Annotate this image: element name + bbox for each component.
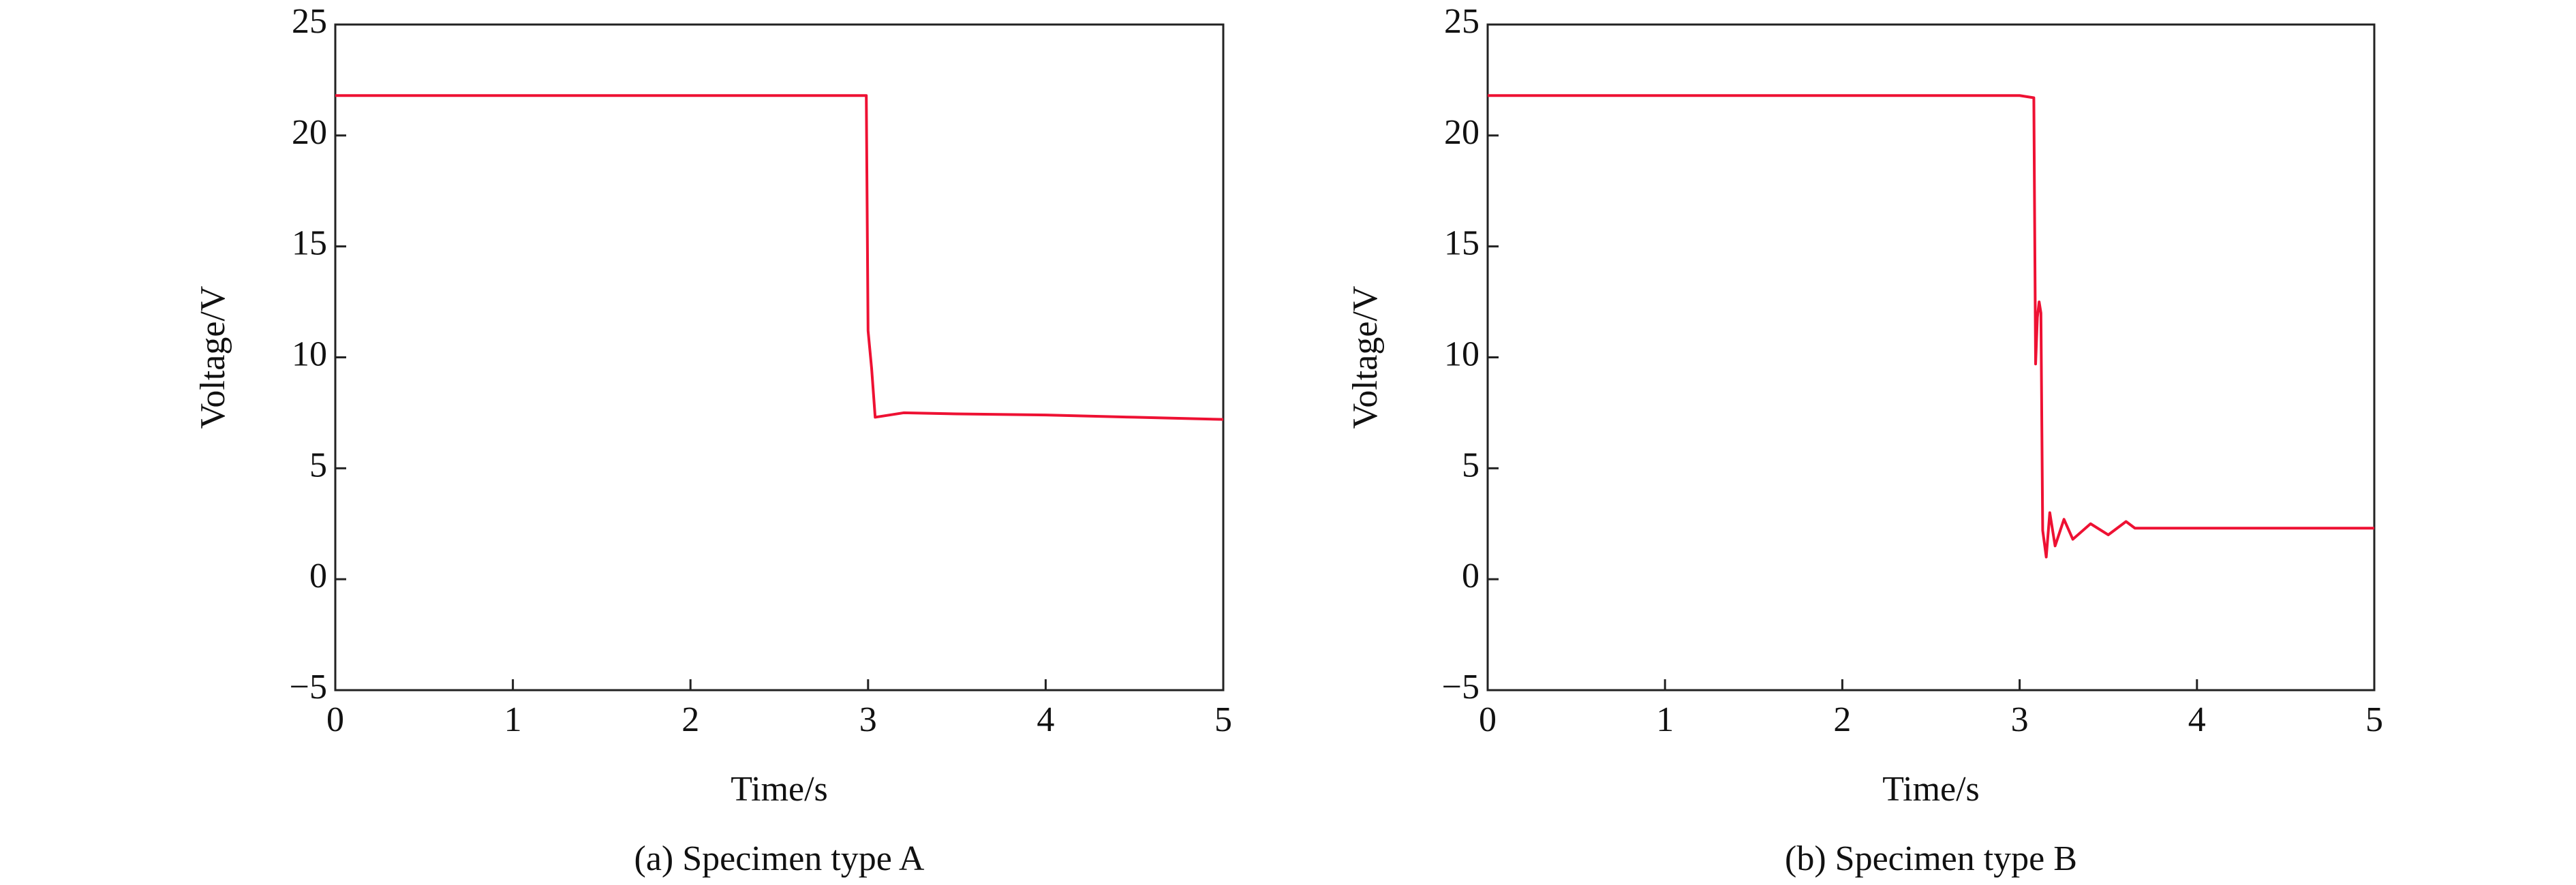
- plot-frame: [1486, 23, 2376, 692]
- x-tick-label: 1: [1656, 700, 1674, 739]
- data-line: [1488, 94, 2374, 559]
- x-tick-label: 2: [1833, 700, 1851, 739]
- x-tick-label: 5: [1214, 700, 1232, 739]
- y-tick-label: 10: [292, 335, 327, 373]
- y-tick-label: 0: [309, 557, 327, 595]
- x-axis-label: Time/s: [731, 770, 828, 809]
- x-tick-label: 2: [681, 700, 699, 739]
- y-axis-label: Voltage/V: [1346, 286, 1385, 429]
- x-tick-label: 3: [2011, 700, 2029, 739]
- y-tick-label: 5: [309, 446, 327, 484]
- y-tick-label: 5: [1462, 446, 1479, 484]
- y-axis-label: Voltage/V: [194, 286, 232, 429]
- y-tick-label: −5: [290, 668, 327, 707]
- x-axis-label: Time/s: [1882, 770, 1980, 809]
- y-tick-label: −5: [1442, 668, 1479, 707]
- x-tick-label: 4: [2188, 700, 2206, 739]
- plot-frame: [334, 23, 1225, 692]
- x-tick-label: 4: [1037, 700, 1054, 739]
- caption: (a) Specimen type A: [634, 839, 925, 878]
- y-tick-label: 20: [1444, 113, 1479, 152]
- x-tick-label: 1: [504, 700, 522, 739]
- y-tick-label: 15: [292, 224, 327, 263]
- x-tick-label: 5: [2365, 700, 2383, 739]
- y-tick-label: 25: [292, 2, 327, 41]
- data-line: [335, 94, 1224, 421]
- y-tick-label: 20: [292, 113, 327, 152]
- y-tick-label: 0: [1462, 557, 1479, 595]
- x-tick-label: 0: [1479, 700, 1497, 739]
- y-tick-label: 25: [1444, 2, 1479, 41]
- x-tick-label: 3: [859, 700, 877, 739]
- caption: (b) Specimen type B: [1785, 839, 2077, 878]
- y-tick-label: 10: [1444, 335, 1479, 373]
- y-tick-label: 15: [1444, 224, 1479, 263]
- x-tick-label: 0: [326, 700, 344, 739]
